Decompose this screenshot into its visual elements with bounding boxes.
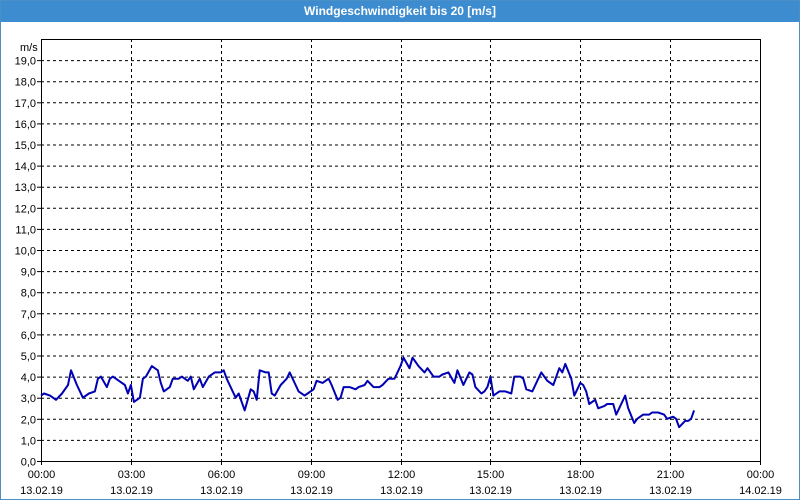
y-tick-label: 6,0 xyxy=(21,330,36,342)
x-tick-labels: 00:00 13.02.19 03:00 13.02.19 06:00 13.02.19 0… xyxy=(20,469,782,497)
x-tick-time-label: 15:00 xyxy=(477,469,505,481)
y-tick-label: 19,0 xyxy=(15,56,36,68)
y-tick-label: 9,0 xyxy=(21,267,36,279)
x-tick-date-label: 13.02.19 xyxy=(200,485,243,497)
grid-layer xyxy=(41,39,760,461)
x-tick-time-label: 00:00 xyxy=(28,469,56,481)
y-tick-label: 11,0 xyxy=(15,224,36,236)
x-tick-date-label: 13.02.19 xyxy=(290,485,333,497)
x-tick-time-label: 03:00 xyxy=(118,469,146,481)
y-tick-label: 18,0 xyxy=(15,77,36,89)
y-tick-label: 5,0 xyxy=(21,351,36,363)
y-tick-label: 2,0 xyxy=(21,414,36,426)
x-tick-date-label: 13.02.19 xyxy=(110,485,153,497)
y-tick-labels: 0,0 1,0 2,0 3,0 4,0 5,0 6,0 7,0 8,0 9,0 10,0 11,0 12… xyxy=(15,56,36,469)
x-tick-time-label: 06:00 xyxy=(208,469,236,481)
axis-layer xyxy=(37,39,761,465)
x-tick-time-label: 00:00 xyxy=(747,469,775,481)
y-tick-label: 7,0 xyxy=(21,309,36,321)
y-tick-label: 13,0 xyxy=(15,182,36,194)
y-tick-label: 1,0 xyxy=(21,435,36,447)
y-tick-label: 14,0 xyxy=(15,161,36,173)
y-tick-label: 8,0 xyxy=(21,288,36,300)
x-tick-time-label: 21:00 xyxy=(657,469,685,481)
y-tick-label: 12,0 xyxy=(15,203,36,215)
y-tick-label: 4,0 xyxy=(21,372,36,384)
x-tick-date-label: 14.02.19 xyxy=(739,485,782,497)
y-tick-label: 17,0 xyxy=(15,98,36,110)
y-tick-label: 10,0 xyxy=(15,246,36,258)
y-tick-label: 16,0 xyxy=(15,119,36,131)
x-tick-time-label: 12:00 xyxy=(388,469,416,481)
x-tick-date-label: 13.02.19 xyxy=(20,485,63,497)
x-tick-date-label: 13.02.19 xyxy=(469,485,512,497)
x-tick-date-label: 13.02.19 xyxy=(649,485,692,497)
x-tick-date-label: 13.02.19 xyxy=(559,485,602,497)
y-tick-label: 3,0 xyxy=(21,393,36,405)
y-tick-label: 15,0 xyxy=(15,140,36,152)
x-tick-time-label: 09:00 xyxy=(298,469,326,481)
window-title: Windgeschwindigkeit bis 20 [m/s] xyxy=(1,1,799,22)
x-tick-date-label: 13.02.19 xyxy=(380,485,423,497)
series-layer xyxy=(40,356,696,429)
y-tick-label: 0,0 xyxy=(21,457,36,469)
x-tick-time-label: 18:00 xyxy=(567,469,595,481)
y-axis-unit-label: m/s xyxy=(20,42,38,54)
plot-frame xyxy=(41,39,761,462)
wind-speed-series-line xyxy=(40,356,696,429)
